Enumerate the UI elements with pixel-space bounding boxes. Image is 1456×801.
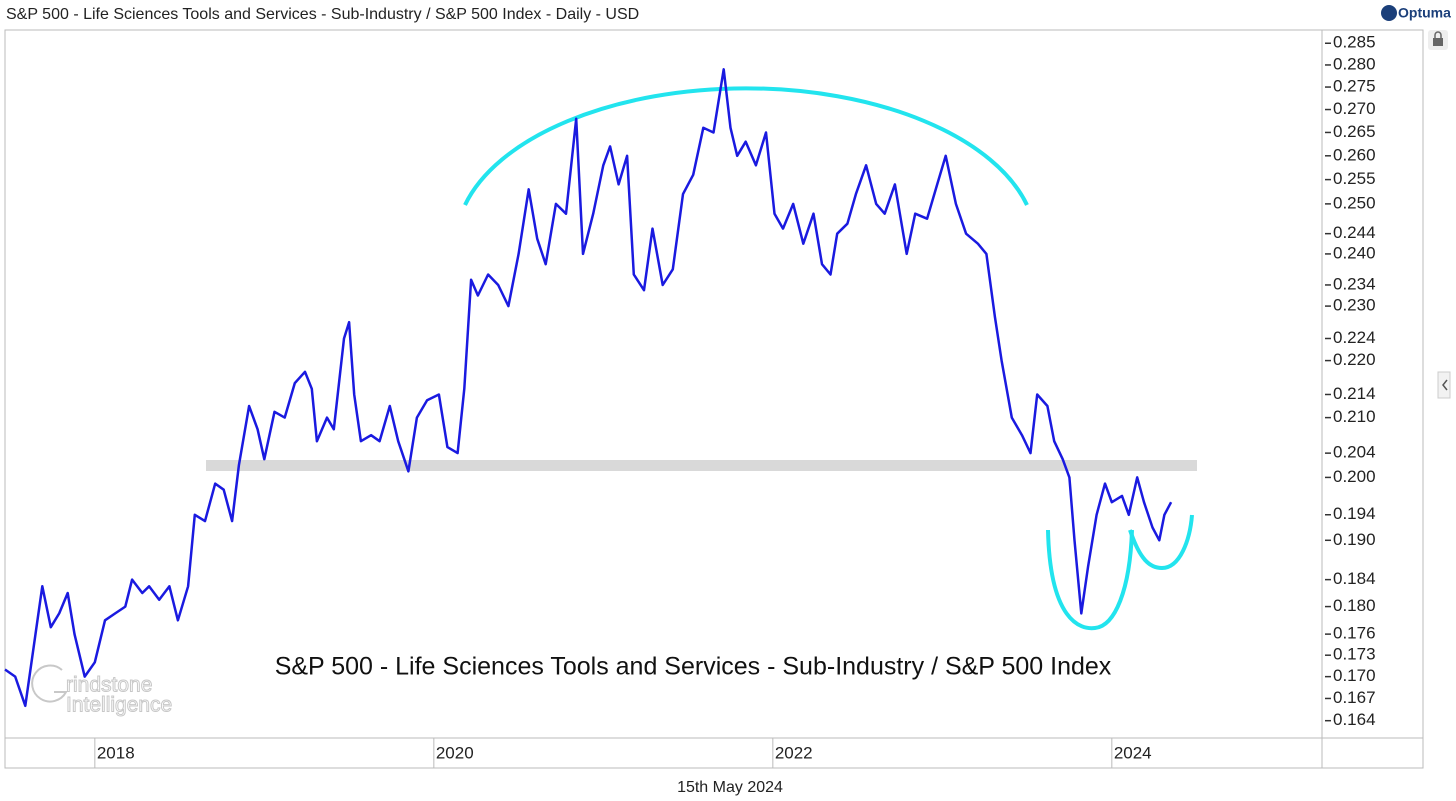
data-line: [4, 68, 1173, 708]
lock-icon-body: [1433, 38, 1443, 46]
y-tick-label: 0.170: [1333, 666, 1376, 685]
handle-arc: [1128, 514, 1194, 571]
y-tick-label: 0.224: [1333, 328, 1376, 347]
y-tick-label: 0.250: [1333, 193, 1376, 212]
footer-date: 15th May 2024: [677, 779, 783, 796]
y-tick-label: 0.230: [1333, 296, 1376, 315]
watermark: rindstone: [66, 674, 152, 697]
y-tick-label: 0.167: [1333, 688, 1376, 707]
x-tick-label: 2024: [1114, 743, 1152, 762]
resistance-band: [206, 460, 1197, 471]
y-tick-label: 0.184: [1333, 569, 1376, 588]
y-tick-label: 0.265: [1333, 122, 1376, 141]
y-tick-label: 0.275: [1333, 77, 1376, 96]
y-tick-label: 0.244: [1333, 223, 1376, 242]
y-tick-label: 0.194: [1333, 504, 1376, 523]
dome-arc: [463, 86, 1029, 206]
x-tick-label: 2018: [97, 743, 135, 762]
y-tick-label: 0.260: [1333, 145, 1376, 164]
y-tick-label: 0.164: [1333, 710, 1376, 729]
watermark-logo: [31, 664, 68, 703]
x-tick-label: 2022: [775, 743, 813, 762]
y-tick-label: 0.180: [1333, 596, 1376, 615]
panel-toggle[interactable]: [1437, 371, 1451, 399]
annotation-arcs: [463, 86, 1194, 631]
y-tick-label: 0.200: [1333, 467, 1376, 486]
cup-arc: [1046, 529, 1134, 631]
panel-toggle-arrow: [1442, 379, 1448, 391]
watermark: Intelligence: [66, 694, 172, 717]
y-tick-label: 0.176: [1333, 624, 1376, 643]
y-tick-label: 0.190: [1333, 530, 1376, 549]
y-tick-label: 0.255: [1333, 169, 1376, 188]
brand-logo: [1381, 5, 1397, 21]
y-tick-label: 0.234: [1333, 274, 1376, 293]
y-tick-label: 0.220: [1333, 350, 1376, 369]
y-tick-label: 0.285: [1333, 33, 1376, 52]
lock-icon-shackle: [1434, 31, 1442, 38]
y-tick-label: 0.280: [1333, 54, 1376, 73]
y-tick-label: 0.210: [1333, 407, 1376, 426]
annotation: S&P 500 - Life Sciences Tools and Servic…: [275, 653, 1112, 681]
watermark-g: [31, 664, 68, 703]
chart-title: S&P 500 - Life Sciences Tools and Servic…: [6, 6, 639, 23]
frame: [4, 29, 1424, 769]
brand: Optuma: [1398, 5, 1451, 21]
y-tick-label: 0.240: [1333, 243, 1376, 262]
y-tick-label: 0.173: [1333, 645, 1376, 664]
y-tick-label: 0.270: [1333, 99, 1376, 118]
x-tick-label: 2020: [436, 743, 474, 762]
y-tick-label: 0.204: [1333, 443, 1376, 462]
y-tick-label: 0.214: [1333, 384, 1376, 403]
